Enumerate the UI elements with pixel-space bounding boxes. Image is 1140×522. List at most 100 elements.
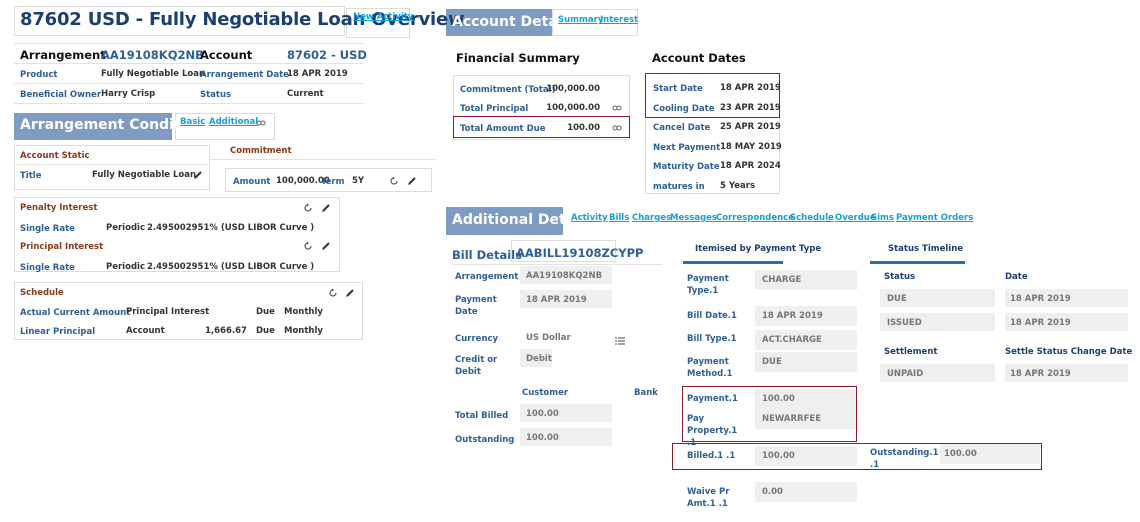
field-label: Start Date bbox=[653, 84, 703, 94]
panel-box bbox=[1005, 313, 1128, 331]
field-value: 0.00 bbox=[762, 487, 783, 497]
field-value: Monthly bbox=[284, 326, 323, 336]
field-label: Bank bbox=[634, 388, 658, 398]
panel-box bbox=[14, 83, 364, 84]
field-value: 5 Years bbox=[720, 181, 756, 191]
field-label: Product bbox=[20, 70, 58, 80]
field-value: Periodic bbox=[106, 262, 145, 272]
field-value: ISSUED bbox=[887, 318, 922, 328]
field-label: Billed.1 .1 bbox=[687, 451, 736, 461]
refresh-icon[interactable] bbox=[303, 241, 313, 251]
pencil-icon[interactable] bbox=[345, 288, 355, 298]
field-value: 100,000.00 bbox=[546, 84, 600, 94]
group-title: Schedule bbox=[20, 288, 64, 298]
panel-box bbox=[225, 168, 432, 192]
link-icon[interactable] bbox=[612, 123, 622, 133]
field-label: Cooling Date bbox=[653, 104, 715, 114]
link[interactable]: Charges bbox=[632, 213, 672, 223]
pencil-icon[interactable] bbox=[407, 176, 417, 186]
panel-box bbox=[755, 389, 857, 409]
link[interactable]: Additional bbox=[209, 117, 259, 127]
link[interactable]: Basic bbox=[180, 117, 206, 127]
field-value: 18 APR 2019 bbox=[1010, 369, 1071, 379]
section-header-title: Account Details bbox=[452, 14, 576, 30]
field-label: Status bbox=[200, 90, 232, 100]
field-value: 100,000.00 bbox=[276, 176, 330, 186]
field-label: Single Rate bbox=[20, 263, 75, 273]
field-value: Fully Negotiable Loan bbox=[101, 69, 206, 79]
group-title: Penalty Interest bbox=[20, 203, 98, 213]
link[interactable]: Interest bbox=[600, 15, 639, 25]
field-value: 2.495002951% (USD LIBOR Curve ) bbox=[147, 223, 315, 233]
field-value: Bill Details bbox=[452, 248, 522, 262]
field-value: 23 APR 2019 bbox=[720, 103, 781, 113]
highlight-box bbox=[453, 116, 630, 138]
field-label: Actual Current Amount bbox=[20, 308, 131, 318]
field-value: 100.00 bbox=[526, 409, 559, 419]
link[interactable]: Messages bbox=[670, 213, 717, 223]
field-value: 100,000.00 bbox=[546, 103, 600, 113]
link[interactable]: New Activity bbox=[353, 12, 414, 22]
panel-box bbox=[940, 444, 1040, 464]
field-label: Outstanding.1 .1 bbox=[870, 448, 939, 470]
link[interactable]: Payment Orders bbox=[896, 213, 974, 223]
panel-box bbox=[520, 404, 612, 422]
field-label: Waive Pr Amt.1 .1 bbox=[687, 487, 730, 509]
section-header bbox=[446, 207, 563, 235]
field-label: Arrangement bbox=[455, 272, 519, 282]
section-header-title: Arrangement Conditions bbox=[20, 117, 214, 133]
field-value: Principal Interest bbox=[126, 307, 210, 317]
link-icon[interactable] bbox=[256, 118, 266, 128]
field-label: Arrangement bbox=[20, 48, 106, 62]
highlight-box bbox=[682, 386, 857, 442]
link[interactable]: Bills bbox=[609, 213, 630, 223]
link[interactable]: Schedule bbox=[790, 213, 834, 223]
field-label: Linear Principal bbox=[20, 327, 96, 337]
field-value: Monthly bbox=[284, 307, 323, 317]
field-value: ACT.CHARGE bbox=[762, 335, 822, 345]
pencil-icon[interactable] bbox=[321, 241, 331, 251]
panel-box bbox=[880, 313, 995, 331]
field-value: UNPAID bbox=[887, 369, 924, 379]
panel-box bbox=[755, 330, 857, 350]
panel-box bbox=[755, 306, 857, 326]
field-label: Payment.1 bbox=[687, 394, 738, 404]
field-label: Payment Type.1 bbox=[687, 274, 729, 296]
column-title: Settlement bbox=[884, 347, 938, 357]
panel-box bbox=[210, 159, 435, 160]
list-icon[interactable] bbox=[615, 336, 625, 346]
section-header-title: Additional Details bbox=[452, 212, 594, 228]
field-label: Total Principal bbox=[460, 104, 529, 114]
pencil-icon[interactable] bbox=[193, 170, 203, 180]
refresh-icon[interactable] bbox=[389, 176, 399, 186]
field-value: AA19108KQ2NB bbox=[526, 271, 603, 281]
field-value: 100.00 bbox=[944, 449, 977, 459]
column-title: Date bbox=[1005, 272, 1028, 282]
link[interactable]: Activity bbox=[571, 213, 608, 223]
field-label: Outstanding bbox=[455, 435, 515, 445]
panel-box bbox=[552, 9, 638, 36]
field-value: Due bbox=[256, 307, 275, 317]
link[interactable]: Overdue bbox=[835, 213, 876, 223]
field-value: 1,666.67 bbox=[205, 326, 247, 336]
panel-box bbox=[880, 364, 995, 382]
link[interactable]: Correspondence bbox=[716, 213, 794, 223]
panel-box bbox=[511, 240, 616, 262]
link[interactable]: Summary bbox=[558, 15, 604, 25]
field-label: Customer bbox=[522, 388, 569, 398]
field-value: 18 MAY 2019 bbox=[720, 142, 782, 152]
link[interactable]: Sims bbox=[871, 213, 894, 223]
refresh-icon[interactable] bbox=[303, 203, 313, 213]
field-value: 18 APR 2019 bbox=[762, 311, 823, 321]
refresh-icon[interactable] bbox=[328, 288, 338, 298]
field-label: Payment Date bbox=[455, 295, 497, 317]
field-value: 100.00 bbox=[567, 123, 600, 133]
highlight-box bbox=[645, 73, 780, 118]
panel-box bbox=[1005, 364, 1128, 382]
pencil-icon[interactable] bbox=[321, 203, 331, 213]
field-value: DUE bbox=[762, 357, 782, 367]
group-title: Account Static bbox=[20, 151, 90, 161]
link-icon[interactable] bbox=[612, 103, 622, 113]
field-label: Maturity Date bbox=[653, 162, 720, 172]
